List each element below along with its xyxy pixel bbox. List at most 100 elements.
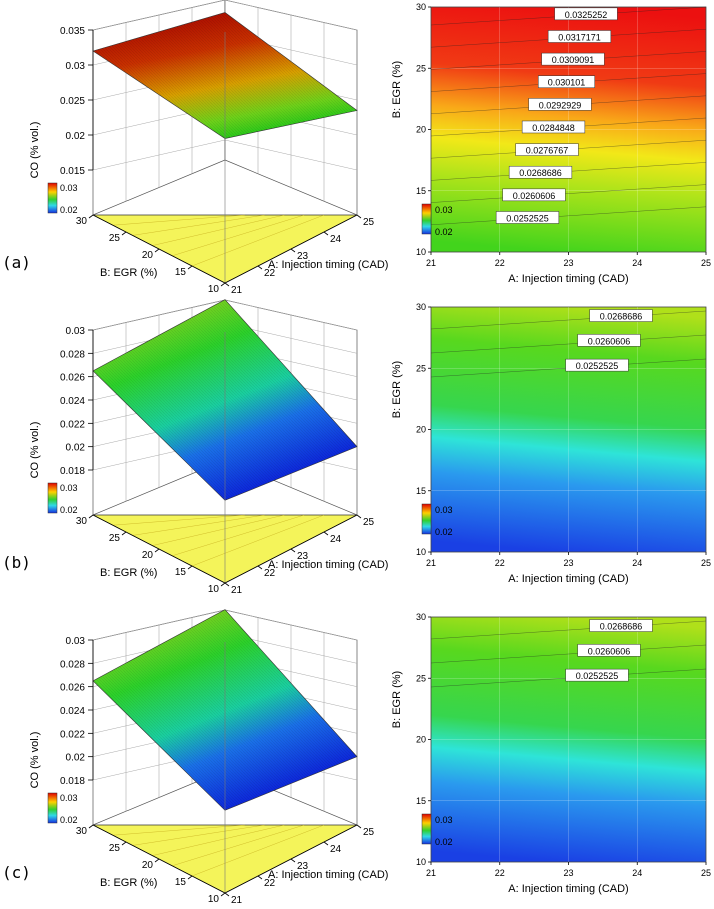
floor-contour — [112, 824, 245, 836]
contour-x-axis-title: A: Injection timing (CAD) — [508, 573, 628, 585]
injection-tick-label: 24 — [330, 534, 342, 545]
wall-gridline — [224, 299, 358, 331]
x-tick-label: 21 — [426, 258, 436, 268]
injection-tick-label: 22 — [264, 568, 276, 579]
contour-label-box — [577, 334, 641, 347]
x-tick-label: 21 — [426, 868, 436, 878]
egr-tick-label: 20 — [142, 550, 154, 561]
egr-tick-label: 15 — [175, 877, 187, 888]
egr-tick-label: 25 — [109, 233, 121, 244]
y-tick-label: 30 — [416, 302, 426, 312]
x-tick-label: 23 — [563, 868, 573, 878]
z-tick-label: 0.024 — [60, 706, 85, 717]
y-tick-label: 10 — [416, 247, 426, 257]
legend-low-label: 0.02 — [60, 205, 78, 215]
z-tick-label: 0.028 — [60, 349, 85, 360]
z-tick-label: 0.02 — [66, 443, 86, 454]
panel-label: (a) — [2, 253, 31, 272]
egr-tick-label: 10 — [208, 284, 220, 295]
injection-tick-label: 25 — [363, 517, 375, 528]
contour-level-label: 0.0309091 — [552, 55, 595, 65]
injection-tick — [257, 565, 263, 570]
x-tick-label: 24 — [632, 558, 642, 568]
injection-axis-title: A: Injection timing (CAD) — [268, 559, 388, 571]
injection-tick-label: 21 — [231, 285, 243, 296]
contour-level-label: 0.0276767 — [526, 146, 569, 156]
wall-gridline — [92, 299, 226, 331]
contour-label-box — [589, 619, 653, 632]
y-tick-label: 20 — [416, 125, 426, 135]
injection-tick — [356, 824, 362, 829]
egr-tick-label: 20 — [142, 250, 154, 261]
x-tick-label: 21 — [426, 558, 436, 568]
legend-high-label: 0.03 — [435, 815, 453, 825]
injection-tick — [290, 858, 296, 863]
floor-contour — [172, 514, 305, 556]
egr-tick — [220, 282, 226, 287]
injection-tick — [257, 265, 263, 270]
contour-label-box — [565, 668, 629, 682]
legend-low-label: 0.02 — [60, 505, 78, 515]
contour-level-label: 0.0292929 — [539, 100, 582, 110]
contour-line — [430, 620, 707, 640]
contour-level-label: 0.030101 — [548, 78, 586, 88]
egr-tick-label: 10 — [208, 584, 220, 595]
injection-axis-title: A: Injection timing (CAD) — [268, 259, 388, 271]
floor-contour — [152, 514, 285, 546]
z-tick-label: 0.018 — [60, 466, 85, 477]
contour-level-label: 0.0252525 — [576, 671, 619, 681]
surface-plot: 0.018 0.02 0.022 0.024 0.026 0.028 0.03 30 25 20 1… — [29, 299, 388, 596]
egr-tick-label: 30 — [76, 826, 88, 837]
injection-tick — [323, 841, 329, 846]
legend-high-label: 0.03 — [60, 793, 78, 803]
z-axis-title: CO (% vol.) — [29, 732, 41, 789]
egr-tick — [187, 265, 193, 270]
injection-tick — [323, 231, 329, 236]
contour-label-box — [565, 358, 629, 372]
egr-tick — [88, 824, 94, 829]
surface-legend: 0.03 0.02 — [47, 482, 78, 515]
injection-tick — [224, 582, 230, 587]
contour-line — [430, 644, 707, 664]
contour-level-label: 0.0252525 — [576, 361, 619, 371]
legend-high-label: 0.03 — [60, 183, 78, 193]
injection-tick — [224, 282, 230, 287]
legend-high-label: 0.03 — [435, 205, 453, 215]
egr-tick — [121, 231, 127, 236]
surface-legend: 0.03 0.02 — [47, 792, 78, 825]
wall-gridline — [224, 139, 358, 171]
injection-tick-label: 25 — [363, 827, 375, 838]
egr-tick-label: 10 — [208, 894, 220, 905]
injection-axis-title: A: Injection timing (CAD) — [268, 869, 388, 881]
contour-level-label: 0.0268686 — [600, 622, 643, 632]
contour-line — [430, 206, 707, 226]
floor-contour — [112, 214, 245, 226]
contour-level-label: 0.0260606 — [588, 646, 631, 656]
contour-label-box — [528, 98, 592, 111]
z-axis-title: CO (% vol.) — [29, 422, 41, 479]
contour-line — [430, 334, 707, 354]
injection-tick-label: 23 — [297, 251, 309, 262]
surface-legend: 0.03 0.02 — [47, 182, 78, 215]
legend-high-label: 0.03 — [60, 483, 78, 493]
egr-tick — [187, 565, 193, 570]
injection-tick-label: 24 — [330, 234, 342, 245]
floor-contour — [191, 824, 325, 877]
contour-level-label: 0.0268686 — [600, 312, 643, 322]
x-tick-label: 24 — [632, 258, 642, 268]
contour-line — [430, 184, 707, 203]
z-tick-label: 0.03 — [66, 61, 86, 72]
egr-tick — [88, 514, 94, 519]
contour-level-label: 0.0325252 — [565, 10, 608, 20]
floor-contour — [132, 824, 265, 846]
wall-gridline — [224, 609, 358, 641]
egr-axis-title: B: EGR (%) — [100, 567, 157, 579]
egr-axis-title: B: EGR (%) — [100, 877, 157, 889]
injection-tick — [290, 548, 296, 553]
injection-tick — [290, 248, 296, 253]
floor-contour — [191, 514, 325, 567]
floor-contour — [172, 214, 305, 256]
x-tick-label: 23 — [563, 258, 573, 268]
contour-x-axis-title: A: Injection timing (CAD) — [508, 273, 628, 285]
z-tick-label: 0.03 — [66, 636, 86, 647]
